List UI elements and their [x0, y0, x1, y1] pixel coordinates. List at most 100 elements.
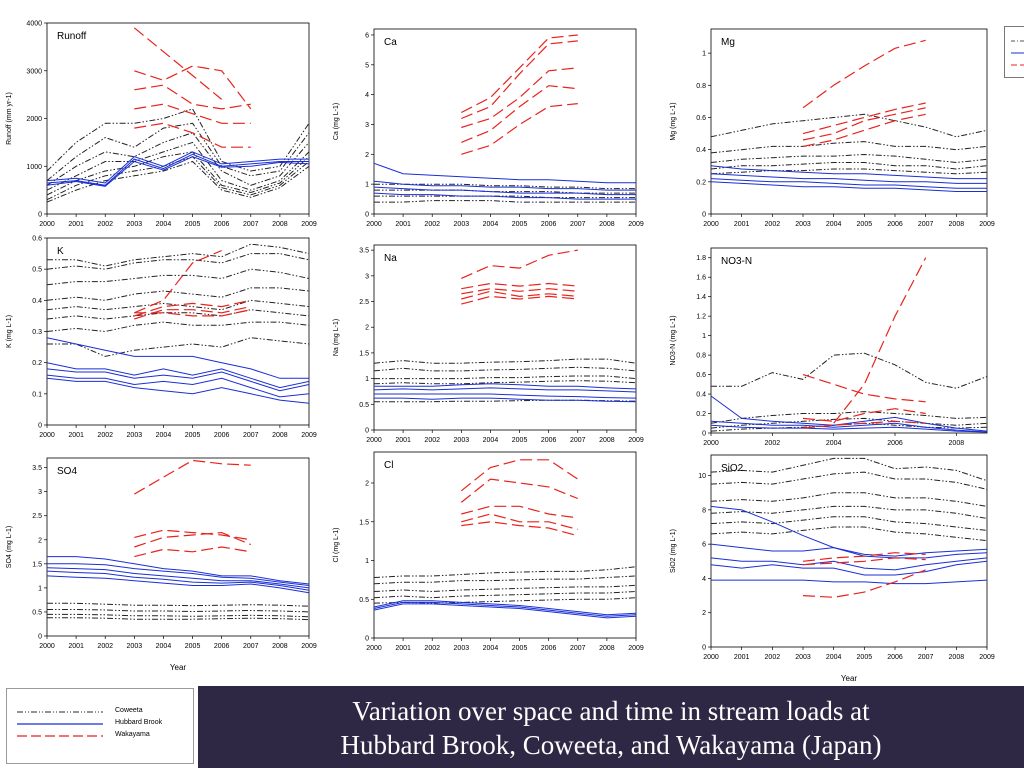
- series-line-wakayama-12: [461, 521, 578, 537]
- x-tick-label: 2002: [424, 645, 440, 652]
- chart-title-cl: Cl: [384, 460, 393, 471]
- x-tick-label: 2003: [795, 654, 811, 661]
- series-line-coweeta-1: [710, 141, 988, 154]
- series-line-hubbard-6: [373, 186, 636, 196]
- series-line-coweeta-0: [47, 602, 310, 607]
- x-tick-label: 2007: [570, 221, 586, 228]
- y-tick-label: 3: [365, 122, 369, 129]
- x-tick-label: 2007: [570, 645, 586, 652]
- chart-title-ca: Ca: [384, 37, 397, 48]
- series-line-hubbard-8: [46, 337, 309, 379]
- x-tick-label: 2004: [483, 437, 499, 444]
- y-tick-label: 1.4: [696, 294, 706, 301]
- x-tick-label: 2001: [395, 437, 411, 444]
- series-line-coweeta-3: [46, 141, 310, 191]
- x-tick-label: 2002: [765, 440, 781, 447]
- y-tick-label: 8: [702, 507, 706, 514]
- x-tick-label: 2009: [301, 221, 317, 228]
- x-tick-label: 2009: [301, 432, 317, 439]
- series-line-hubbard-4: [373, 162, 636, 184]
- series-line-coweeta-3: [710, 162, 988, 170]
- y-tick-label: 1: [702, 333, 706, 340]
- chart-panel-cl: 0 0.5 1 1.5 2 2000 2001 2002 2003 2004 2005 2006 200…: [333, 451, 644, 652]
- legend-swatch-hubbard: [17, 723, 103, 725]
- series-line-wakayama-10: [802, 102, 926, 135]
- series-line-coweeta-1: [710, 471, 988, 490]
- y-axis-label-cl: Cl (mg L-1): [333, 527, 340, 562]
- chart-title-sio2: SiO2: [721, 463, 744, 474]
- x-tick-label: 2005: [512, 221, 528, 228]
- series-line-hubbard-11: [46, 374, 310, 398]
- y-tick-label: 2000: [26, 116, 42, 123]
- series-line-coweeta-2: [710, 492, 988, 507]
- slide-caption: Variation over space and time in stream …: [198, 686, 1024, 768]
- y-tick-label: 0.6: [32, 236, 42, 243]
- series-line-coweeta-3: [47, 617, 310, 621]
- chart-title-mg: Mg: [721, 37, 735, 48]
- series-line-hubbard-10: [46, 368, 310, 392]
- series-line-hubbard-5: [710, 420, 988, 433]
- series-line-coweeta-0: [711, 352, 988, 389]
- legend-item-coweeta: Coweeta: [15, 707, 185, 717]
- x-tick-label: 2004: [826, 221, 842, 228]
- y-tick-label: 0: [702, 212, 706, 219]
- legend-label-wakayama: Wakayama: [115, 731, 150, 738]
- series-line-hubbard-7: [46, 151, 309, 184]
- plot-frame: [373, 451, 637, 639]
- y-tick-label: 0: [702, 645, 706, 652]
- series-line-wakayama-13: [802, 569, 926, 598]
- series-line-hubbard-4: [47, 556, 310, 585]
- plot-frame: [710, 454, 988, 648]
- series-line-wakayama-8: [802, 374, 926, 403]
- series-line-wakayama-11: [461, 85, 578, 143]
- series-line-coweeta-5: [710, 526, 988, 542]
- x-tick-label: 2002: [97, 432, 113, 439]
- x-tick-label: 2005: [512, 437, 528, 444]
- x-tick-label: 2000: [703, 440, 719, 447]
- series-line-hubbard-6: [373, 601, 637, 617]
- y-tick-label: 1.5: [359, 519, 369, 526]
- series-line-wakayama-12: [461, 290, 578, 300]
- series-line-wakayama-14: [134, 122, 251, 148]
- series-line-wakayama-8: [461, 34, 578, 114]
- series-line-wakayama-9: [133, 459, 251, 495]
- x-tick-label: 2000: [366, 645, 382, 652]
- y-tick-label: 1: [365, 182, 369, 189]
- x-tick-label: 2001: [68, 643, 84, 650]
- y-tick-label: 0.6: [696, 115, 706, 122]
- series-line-coweeta-6: [46, 160, 310, 203]
- y-tick-label: 0.2: [696, 411, 706, 418]
- x-tick-label: 2005: [185, 221, 201, 228]
- y-axis-label-ca: Ca (mg L-1): [333, 103, 340, 140]
- x-tick-label: 2009: [628, 645, 644, 652]
- series-line-coweeta-0: [710, 457, 988, 482]
- x-tick-label: 2006: [887, 440, 903, 447]
- x-tick-label: 2000: [703, 654, 719, 661]
- y-tick-label: 5: [365, 62, 369, 69]
- x-tick-label: 2000: [703, 221, 719, 228]
- y-tick-label: 2.5: [32, 513, 42, 520]
- y-tick-label: 0: [702, 431, 706, 438]
- series-line-coweeta-4: [710, 516, 988, 531]
- series-line-wakayama-9: [461, 40, 578, 120]
- y-tick-label: 2: [365, 325, 369, 332]
- x-tick-label: 2007: [243, 221, 259, 228]
- series-line-coweeta-4: [46, 151, 310, 196]
- y-tick-label: 0.5: [32, 609, 42, 616]
- chart-panel-runoff: 0 1000 2000 3000 4000 2000 2001 2002 2003 2004 200…: [6, 21, 317, 229]
- x-tick-label: 2001: [395, 221, 411, 228]
- y-tick-label: 0: [365, 428, 369, 435]
- x-tick-label: 2009: [979, 654, 995, 661]
- series-line-wakayama-10: [461, 505, 578, 519]
- series-line-wakayama-11: [134, 65, 252, 110]
- series-line-coweeta-3: [374, 200, 636, 203]
- x-tick-label: 2007: [243, 643, 259, 650]
- y-tick-label: 3: [38, 489, 42, 496]
- x-tick-label: 2001: [734, 654, 750, 661]
- x-tick-label: 2000: [39, 643, 55, 650]
- series-line-hubbard-5: [373, 600, 637, 616]
- series-line-hubbard-6: [373, 387, 637, 393]
- y-tick-label: 1: [702, 51, 706, 58]
- chart-panel-k: 0 0.1 0.2 0.3 0.4 0.5 0.6 2000 2001 2002 2003 2004 2…: [6, 236, 317, 440]
- series-line-hubbard-4: [710, 395, 988, 432]
